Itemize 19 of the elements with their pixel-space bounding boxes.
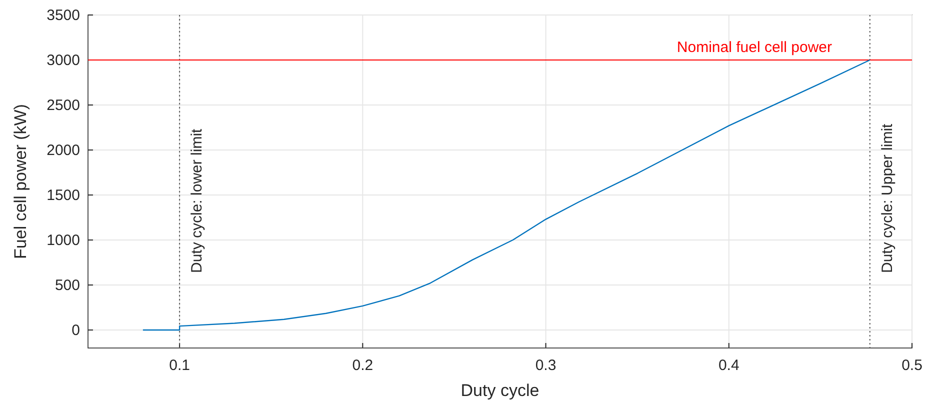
y-tick-label: 1500 xyxy=(46,187,80,204)
ref-line-label: Duty cycle: Upper limit xyxy=(878,122,896,273)
x-tick-label: 0.5 xyxy=(902,357,922,374)
y-tick-label: 1000 xyxy=(46,232,80,249)
x-tick-label: 0.1 xyxy=(169,357,190,374)
y-tick-label: 0 xyxy=(72,322,80,339)
x-tick-label: 0.3 xyxy=(535,357,556,374)
y-tick-label: 500 xyxy=(54,277,80,294)
y-tick-label: 3000 xyxy=(46,52,80,69)
y-tick-label: 3500 xyxy=(46,7,80,24)
line-series xyxy=(142,59,870,331)
x-tick-label: 0.2 xyxy=(352,357,374,374)
ref-line-label: Duty cycle: lower limit xyxy=(188,128,206,273)
y-tick-label: 2000 xyxy=(46,142,80,159)
y-tick-label: 2500 xyxy=(46,97,80,114)
x-tick-label: 0.4 xyxy=(718,357,740,374)
ref-line-label: Nominal fuel cell power xyxy=(676,39,832,56)
y-axis-title: Fuel cell power (kW) xyxy=(11,104,30,259)
x-axis-title: Duty cycle xyxy=(460,381,540,400)
